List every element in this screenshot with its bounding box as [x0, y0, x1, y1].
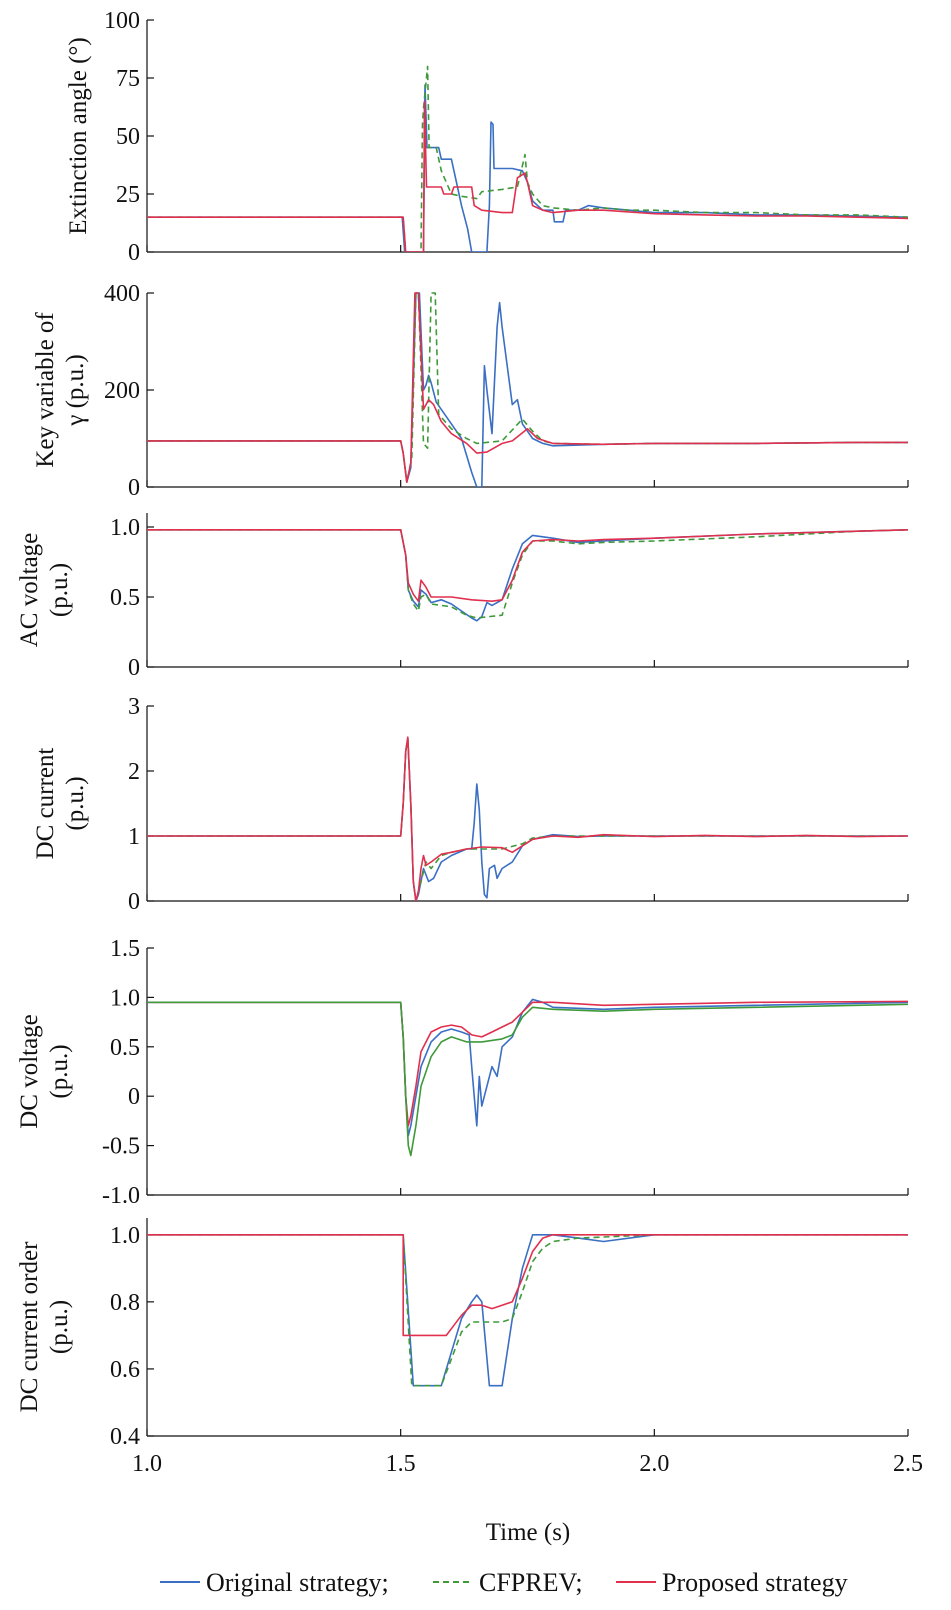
- y-tick-label: 75: [116, 66, 140, 92]
- y-tick-label: 0.5: [110, 1035, 140, 1061]
- y-tick-label: 0.4: [110, 1424, 140, 1450]
- y-axis-title-line: DC current: [32, 748, 59, 860]
- series-line-3: [147, 736, 908, 901]
- series-line-1: [147, 737, 908, 901]
- y-tick-label: 2: [128, 759, 140, 785]
- series-group: [147, 736, 908, 901]
- y-tick-label: 1.0: [110, 515, 140, 541]
- y-tick-label: 1.5: [110, 936, 140, 962]
- x-axis-title: Time (s): [486, 1519, 571, 1546]
- legend: Original strategy; CFPREV; Proposed stra…: [160, 1568, 848, 1597]
- y-tick-label: 200: [104, 378, 140, 404]
- y-axis-title-line: DC voltage: [16, 1014, 43, 1129]
- y-tick-label: 25: [116, 182, 140, 208]
- y-tick-label: 1: [128, 824, 140, 850]
- series-line-3: [147, 529, 908, 602]
- series-line-2: [147, 292, 908, 483]
- y-axis-title-line: Extinction angle (°): [65, 37, 92, 234]
- legend-label-proposed: Proposed strategy: [662, 1568, 848, 1597]
- series-line-1: [147, 529, 908, 622]
- series-line-1: [147, 1234, 908, 1387]
- y-axis-title: AC voltage (p.u.): [16, 533, 73, 648]
- y-tick-label: 0: [128, 889, 140, 915]
- y-tick-label: -0.5: [102, 1134, 140, 1160]
- y-axis-title-line: Key variable of: [32, 312, 59, 468]
- y-axis-title-line: γ (p.u.): [62, 354, 89, 426]
- y-axis-title: DC current (p.u.): [32, 748, 89, 860]
- series-group: [147, 998, 908, 1157]
- y-tick-label: 0.6: [110, 1357, 140, 1383]
- y-tick-label: 0: [128, 475, 140, 501]
- series-line-2: [147, 737, 908, 901]
- y-axis-title: DC current order (p.u.): [16, 1241, 73, 1412]
- series-line-1: [147, 998, 908, 1137]
- series-group: [147, 65, 908, 252]
- series-group: [147, 529, 908, 622]
- series-line-3: [147, 1001, 908, 1157]
- x-tick-label: 2.5: [893, 1451, 923, 1477]
- x-tick-label: 1.0: [132, 1451, 162, 1477]
- y-axis-title: Extinction angle (°): [65, 37, 92, 234]
- legend-label-cfprev: CFPREV;: [479, 1568, 583, 1597]
- y-tick-label: 0.5: [110, 585, 140, 611]
- series-line-3: [147, 292, 908, 483]
- y-tick-label: 50: [116, 124, 140, 150]
- y-tick-label: 0: [128, 1084, 140, 1110]
- series-line-1: [147, 292, 908, 487]
- y-tick-label: 0: [128, 655, 140, 681]
- series-group: [147, 292, 908, 487]
- series-group: [147, 1234, 908, 1387]
- series-line-1: [147, 84, 908, 252]
- y-axis-title-line: (p.u.): [46, 563, 73, 617]
- series-line-2: [147, 1000, 908, 1127]
- panel-5: -1.0 -0.5 0 0.5 1.0 1.5 DC voltage (p.u.): [16, 936, 909, 1209]
- series-line-2: [147, 65, 908, 252]
- x-tick-label: 2.0: [639, 1451, 669, 1477]
- y-tick-label: 100: [104, 8, 140, 34]
- y-tick-label: 0: [128, 240, 140, 266]
- y-tick-label: -1.0: [102, 1183, 140, 1209]
- y-tick-label: 1.0: [110, 985, 140, 1011]
- legend-label-original: Original strategy;: [206, 1568, 389, 1597]
- y-axis-title: Key variable of γ (p.u.): [32, 312, 89, 468]
- panel-2: 0 200 400 Key variable of γ (p.u.): [32, 281, 909, 501]
- y-axis-title: DC voltage (p.u.): [16, 1014, 73, 1129]
- x-tick-label: 1.5: [386, 1451, 416, 1477]
- y-axis-title-line: DC current order: [16, 1241, 43, 1412]
- panel-3: 0 0.5 1.0 AC voltage (p.u.): [16, 513, 909, 681]
- y-axis-title-line: AC voltage: [16, 533, 43, 648]
- y-tick-label: 0.8: [110, 1290, 140, 1316]
- panel-1: 0 25 50 75 100 Extinction angle (°): [65, 8, 909, 266]
- y-tick-label: 400: [104, 281, 140, 307]
- panel-4: 0 1 2 3 DC current (p.u.): [32, 694, 909, 915]
- panel-6: 0.4 0.6 0.8 1.0 1.0 1.5 2.0 2.5 DC current order…: [16, 1218, 923, 1477]
- y-tick-label: 1.0: [110, 1223, 140, 1249]
- y-tick-label: 3: [128, 694, 140, 720]
- y-axis-title-line: (p.u.): [46, 1044, 73, 1098]
- series-line-2: [147, 529, 908, 619]
- series-line-3: [147, 100, 908, 252]
- y-axis-title-line: (p.u.): [62, 776, 89, 830]
- series-line-3: [147, 1234, 908, 1337]
- y-axis-title-line: (p.u.): [46, 1300, 73, 1354]
- series-line-2: [147, 1234, 908, 1387]
